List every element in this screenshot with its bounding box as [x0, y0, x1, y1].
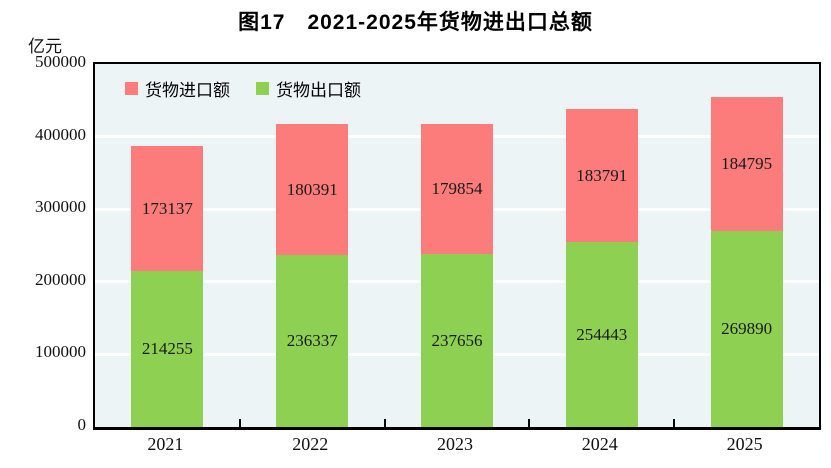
legend-export-label: 货物出口额	[276, 81, 361, 100]
bar-value-label: 214255	[141, 339, 193, 359]
bar-value-label: 184795	[721, 153, 773, 173]
bar-segment-import-2022: 180391	[276, 124, 349, 256]
x-axis-tick	[383, 419, 386, 427]
x-axis-label-2022: 2022	[292, 434, 329, 454]
bar-value-label: 254443	[576, 324, 628, 344]
legend: 货物进口额 货物出口额	[125, 76, 361, 101]
legend-import-label: 货物进口额	[145, 81, 230, 100]
y-axis-tick-label-100000: 100000	[35, 342, 86, 362]
bar-value-label: 180391	[286, 179, 338, 199]
x-axis-label-2021: 2021	[147, 434, 184, 454]
bar-segment-export-2021: 214255	[131, 271, 204, 427]
bar-value-label: 269890	[721, 319, 773, 339]
bar-segment-export-2023: 237656	[421, 254, 493, 427]
bar-segment-import-2023: 179854	[421, 123, 493, 255]
legend-item-export: 货物出口额	[256, 76, 361, 101]
bar-segment-import-2024: 183791	[565, 108, 638, 243]
x-axis-label-2023: 2023	[437, 434, 473, 454]
y-axis-tick-label-400000: 400000	[35, 124, 86, 144]
y-axis-tick-label-200000: 200000	[35, 269, 86, 289]
bar-value-label: 183791	[576, 165, 628, 185]
bar-segment-export-2025: 269890	[710, 231, 783, 427]
bar-segment-export-2024: 254443	[565, 242, 638, 427]
x-axis-tick	[673, 419, 676, 427]
bar-segment-export-2022: 236337	[276, 255, 349, 427]
bar-segment-import-2021: 173137	[131, 145, 204, 272]
import-legend-swatch	[125, 82, 138, 95]
bar-segment-import-2025: 184795	[710, 96, 783, 232]
y-axis-tick-label-0: 0	[77, 415, 87, 434]
x-axis-tick	[528, 419, 531, 427]
bar-value-label: 179854	[431, 179, 483, 199]
legend-item-import: 货物进口额	[125, 76, 230, 101]
y-axis-tick-label-300000: 300000	[35, 197, 86, 217]
bar-value-label: 237656	[431, 330, 483, 350]
chart-title: 图17 2021-2025年货物进出口总额	[238, 11, 593, 34]
bar-value-label: 236337	[286, 331, 338, 351]
export-legend-swatch	[256, 82, 269, 95]
y-axis-unit-label: 亿元	[28, 37, 62, 56]
x-axis-label-2024: 2024	[581, 434, 618, 454]
y-axis-tick-label-500000: 500000	[35, 52, 86, 71]
bar-value-label: 173137	[141, 198, 193, 218]
plot-area: 214255 173137 236337 180391 237656 179854 2544…	[93, 62, 821, 430]
x-axis-tick	[238, 419, 241, 427]
x-axis-label-2025: 2025	[726, 434, 763, 454]
